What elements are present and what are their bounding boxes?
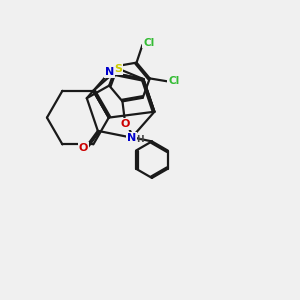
Text: O: O <box>121 119 130 129</box>
Text: S: S <box>114 64 122 74</box>
Text: O: O <box>78 143 88 153</box>
Text: N: N <box>105 67 114 77</box>
Text: H: H <box>136 135 144 144</box>
Text: N: N <box>127 133 136 142</box>
Text: Cl: Cl <box>143 38 155 48</box>
Text: Cl: Cl <box>168 76 180 86</box>
